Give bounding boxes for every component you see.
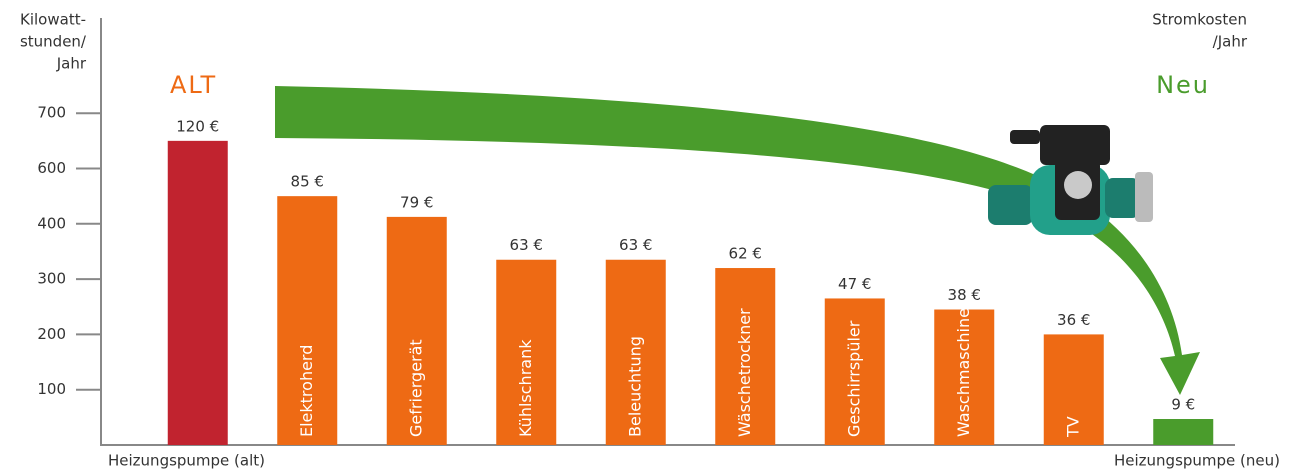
value-label: 9 € xyxy=(1171,396,1195,414)
value-label: 63 € xyxy=(619,236,652,254)
category-label: Wäschetrockner xyxy=(735,308,754,437)
y-tick-label: 300 xyxy=(37,270,66,288)
tag-alt: ALT xyxy=(170,71,217,99)
value-label: 79 € xyxy=(400,193,433,211)
category-label: Heizungspumpe (alt) xyxy=(108,452,265,470)
y-tick-label: 700 xyxy=(37,104,66,122)
category-label: Kühlschrank xyxy=(516,339,535,437)
bar xyxy=(168,141,228,445)
value-label: 85 € xyxy=(291,173,324,191)
category-label: Elektroherd xyxy=(297,345,316,437)
tag-neu: Neu xyxy=(1156,71,1210,99)
value-label: 36 € xyxy=(1057,311,1090,329)
y-axis-title: Jahr xyxy=(56,55,87,73)
y-tick-label: 600 xyxy=(37,159,66,177)
category-label: Beleuchtung xyxy=(625,336,644,437)
category-label: Gefriergerät xyxy=(406,339,425,437)
y2-axis-title: Stromkosten xyxy=(1152,11,1247,29)
chart: Kilowatt-stunden/Jahr Stromkosten/Jahr ALT… xyxy=(0,0,1292,473)
value-label: 47 € xyxy=(838,275,871,293)
y-tick-label: 100 xyxy=(37,380,66,398)
category-label: Waschmaschine xyxy=(954,308,973,437)
y-axis-title: stunden/ xyxy=(20,33,87,51)
y-tick-label: 400 xyxy=(37,214,66,232)
value-label: 63 € xyxy=(510,236,543,254)
category-label: Heizungspumpe (neu) xyxy=(1114,452,1280,470)
value-label: 62 € xyxy=(729,245,762,263)
bar xyxy=(1153,419,1213,445)
category-label: TV xyxy=(1063,416,1082,438)
y2-axis-title: /Jahr xyxy=(1213,33,1248,51)
y-tick-label: 200 xyxy=(37,325,66,343)
y-axis-title: Kilowatt- xyxy=(20,11,86,29)
value-label: 120 € xyxy=(176,117,219,135)
value-label: 38 € xyxy=(948,286,981,304)
category-label: Geschirrspüler xyxy=(844,320,863,437)
